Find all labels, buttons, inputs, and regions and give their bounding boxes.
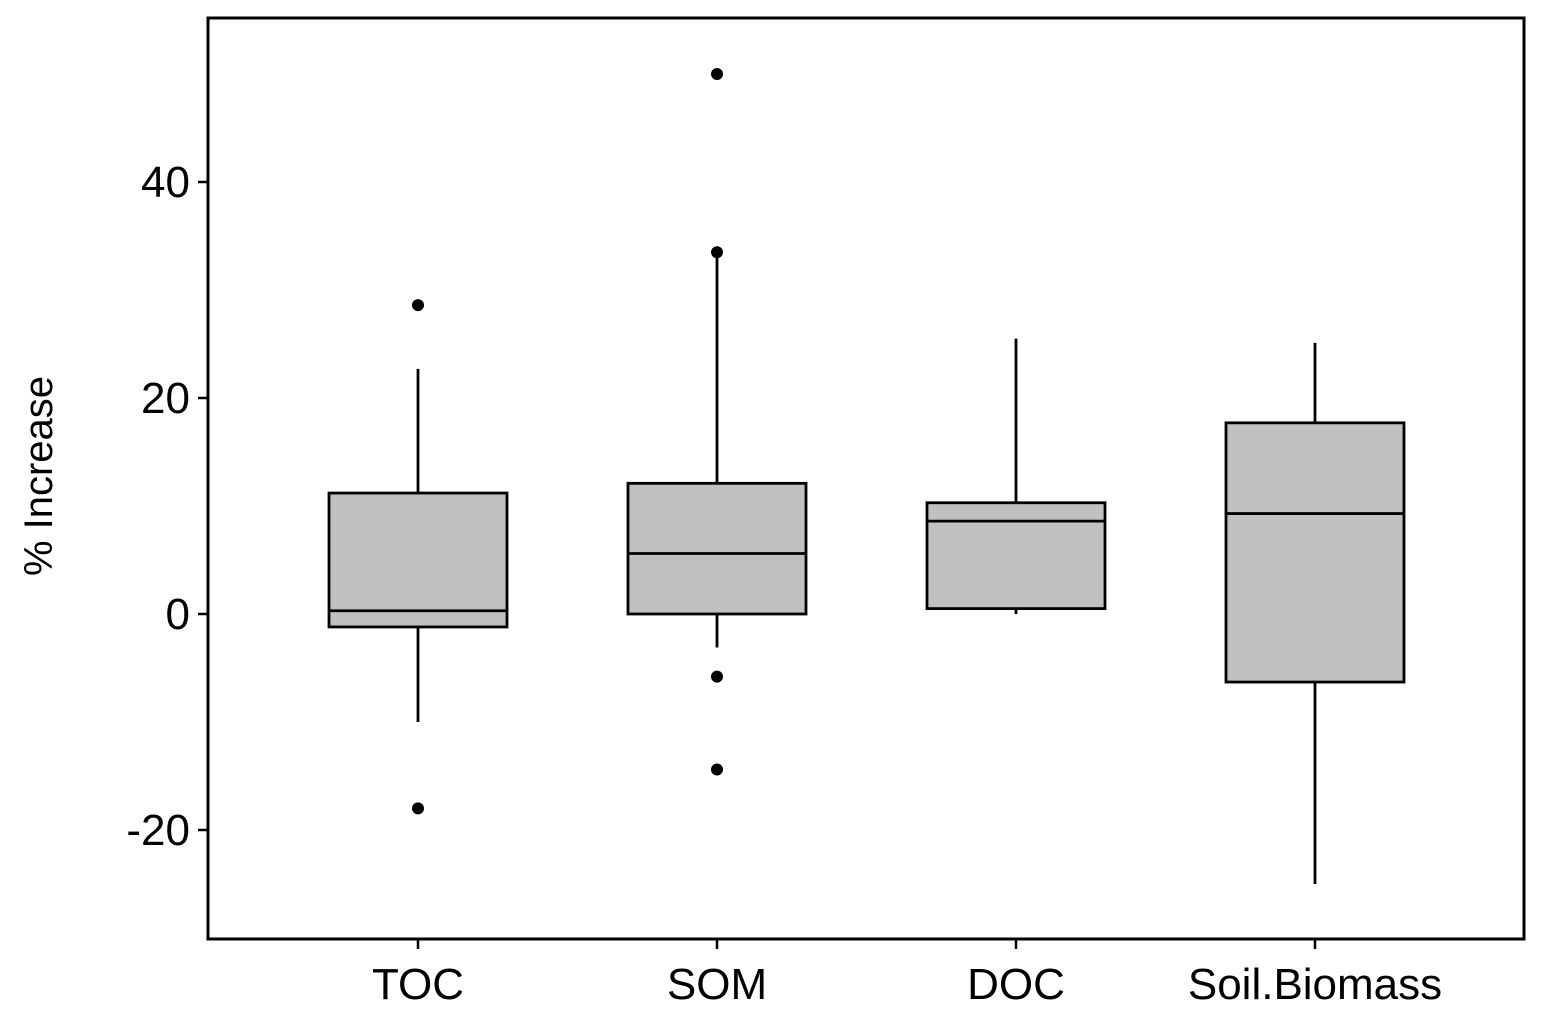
box-group-soil-biomass <box>1224 342 1406 884</box>
outlier-point <box>711 246 723 259</box>
outlier-point <box>412 299 424 312</box>
box-iqr <box>925 501 1107 611</box>
x-tick-label: DOC <box>967 960 1065 1009</box>
y-axis-title: % Increase <box>17 376 61 576</box>
x-axis: TOC SOM DOC Soil.Biomass <box>372 939 1442 1009</box>
box-group-som <box>626 68 808 776</box>
box-series <box>327 68 1406 884</box>
box-iqr <box>327 491 509 629</box>
x-tick-label: Soil.Biomass <box>1188 960 1442 1009</box>
box-group-doc <box>925 338 1107 614</box>
outlier-point <box>711 763 723 776</box>
x-tick-label: SOM <box>667 960 767 1009</box>
y-tick-label: -20 <box>126 806 190 855</box>
outlier-point <box>412 802 424 815</box>
y-tick-label: 40 <box>141 158 190 207</box>
y-tick-label: 0 <box>166 590 190 639</box>
box-group-toc <box>327 299 509 815</box>
box-iqr <box>1224 421 1406 684</box>
y-tick-label: 20 <box>141 374 190 423</box>
y-axis: -20 0 20 40 <box>126 158 208 855</box>
x-tick-label: TOC <box>372 960 464 1009</box>
outlier-point <box>711 670 723 683</box>
box-iqr <box>626 481 808 616</box>
outlier-point <box>711 68 723 80</box>
